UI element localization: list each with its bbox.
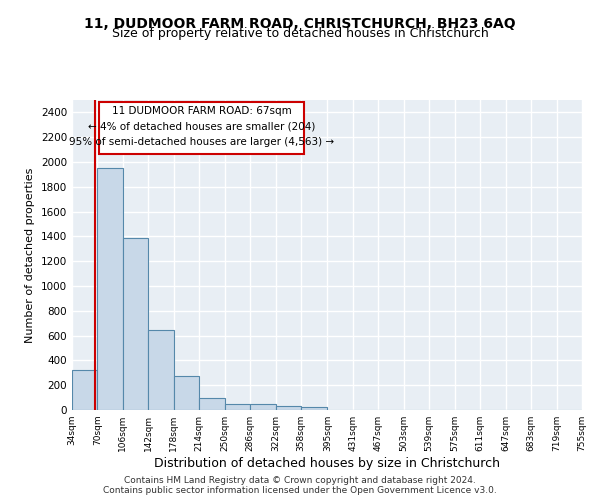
X-axis label: Distribution of detached houses by size in Christchurch: Distribution of detached houses by size … xyxy=(154,457,500,470)
Bar xyxy=(72,370,97,410)
Bar xyxy=(199,398,225,410)
Text: Contains public sector information licensed under the Open Government Licence v3: Contains public sector information licen… xyxy=(103,486,497,495)
Bar xyxy=(225,404,250,410)
Bar xyxy=(174,376,199,410)
Text: Contains HM Land Registry data © Crown copyright and database right 2024.: Contains HM Land Registry data © Crown c… xyxy=(124,476,476,485)
FancyBboxPatch shape xyxy=(99,102,304,154)
Bar xyxy=(250,404,276,410)
Text: Size of property relative to detached houses in Christchurch: Size of property relative to detached ho… xyxy=(112,28,488,40)
Bar xyxy=(123,238,148,410)
Text: 95% of semi-detached houses are larger (4,563) →: 95% of semi-detached houses are larger (… xyxy=(69,137,334,147)
Bar xyxy=(301,408,326,410)
Text: ← 4% of detached houses are smaller (204): ← 4% of detached houses are smaller (204… xyxy=(88,122,315,132)
Text: 11 DUDMOOR FARM ROAD: 67sqm: 11 DUDMOOR FARM ROAD: 67sqm xyxy=(112,106,292,116)
Bar xyxy=(276,406,301,410)
Bar xyxy=(148,330,174,410)
Text: 11, DUDMOOR FARM ROAD, CHRISTCHURCH, BH23 6AQ: 11, DUDMOOR FARM ROAD, CHRISTCHURCH, BH2… xyxy=(84,18,516,32)
Y-axis label: Number of detached properties: Number of detached properties xyxy=(25,168,35,342)
Bar xyxy=(97,168,123,410)
